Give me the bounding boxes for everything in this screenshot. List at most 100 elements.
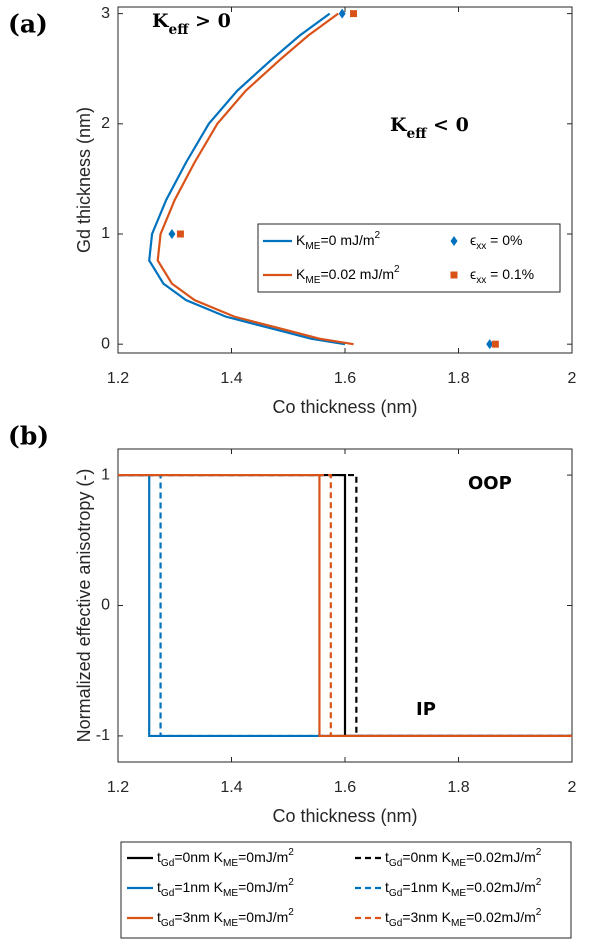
text-part: Gd — [389, 858, 402, 869]
legend-label: ϵxx = 0.1% — [470, 266, 534, 286]
x-axis-label: Co thickness (nm) — [272, 806, 417, 826]
text-part: ME — [305, 275, 320, 286]
point — [338, 8, 346, 19]
legend-label: tGd=1nm KME=0.02mJ/m2 — [385, 877, 542, 899]
y-tick-label: 0 — [101, 597, 110, 614]
text-part: 2 — [288, 847, 294, 858]
text-part: IP — [416, 699, 436, 720]
legend-label: tGd=0nm KME=0.02mJ/m2 — [385, 847, 542, 869]
y-tick-label: 1 — [101, 225, 110, 242]
y-tick-label: 1 — [101, 466, 110, 483]
legend-label: tGd=1nm KME=0mJ/m2 — [157, 877, 294, 899]
text-part: 2 — [536, 847, 542, 858]
text-part: OOP — [468, 473, 512, 494]
text-part: Gd — [389, 918, 402, 929]
text-part: 2 — [288, 877, 294, 888]
text-part: =0nm K — [174, 849, 223, 865]
legend-marker — [450, 271, 458, 279]
text-part: Gd — [161, 918, 174, 929]
series-line — [148, 12, 346, 346]
y-tick-label: 3 — [101, 5, 110, 22]
text-part: =0nm K — [402, 849, 451, 865]
text-part: 2 — [375, 230, 381, 241]
y-tick-label: 0 — [101, 335, 110, 352]
x-axis-label: Co thickness (nm) — [272, 397, 417, 417]
panel-label: (a) — [8, 10, 48, 39]
text-part: K — [152, 10, 170, 32]
annotation: Keff > 0 — [152, 10, 231, 38]
x-tick-label: 1.4 — [220, 779, 242, 796]
text-part: > 0 — [188, 10, 230, 32]
text-part: xx — [476, 275, 486, 286]
x-tick-label: 1.8 — [447, 779, 469, 796]
text-part: =0.02mJ/m — [466, 879, 536, 895]
text-part: eff — [407, 126, 428, 142]
text-part: =0 mJ/m — [320, 232, 374, 248]
text-part: =1nm K — [174, 879, 223, 895]
text-part: =0mJ/m — [238, 909, 288, 925]
x-tick-label: 2 — [568, 370, 577, 387]
text-part: =0mJ/m — [238, 879, 288, 895]
series-line — [118, 473, 572, 738]
legend-marker — [450, 236, 458, 246]
text-part: ϵ — [470, 266, 476, 282]
text-part: t — [385, 849, 389, 865]
text-part: t — [385, 879, 389, 895]
point — [350, 10, 358, 18]
legend-label: tGd=3nm KME=0mJ/m2 — [157, 907, 294, 929]
text-part: =1nm K — [402, 879, 451, 895]
y-tick-label: 2 — [101, 115, 110, 132]
text-part: =0.02mJ/m — [466, 849, 536, 865]
x-tick-label: 1.6 — [334, 779, 356, 796]
text-part: 2 — [536, 907, 542, 918]
legend-label: ϵxx = 0% — [470, 232, 522, 252]
plot-area — [117, 6, 573, 354]
text-part: ME — [451, 858, 466, 869]
x-tick-label: 1.6 — [334, 370, 356, 387]
text-part: < 0 — [426, 114, 468, 136]
text-part: ME — [451, 918, 466, 929]
legend-label: tGd=3nm KME=0.02mJ/m2 — [385, 907, 542, 929]
text-part: =3nm K — [402, 909, 451, 925]
text-part: Gd — [389, 888, 402, 899]
text-part: =0.02 mJ/m — [320, 266, 394, 282]
text-part: ME — [223, 888, 238, 899]
text-part: 2 — [288, 907, 294, 918]
legend-label: KME=0 mJ/m2 — [296, 230, 381, 252]
text-part: ME — [451, 888, 466, 899]
y-axis-label: Normalized effective anisotropy (-) — [74, 469, 94, 743]
text-part: K — [296, 266, 306, 282]
text-part: t — [157, 849, 161, 865]
text-part: t — [157, 879, 161, 895]
point — [491, 340, 499, 348]
legend-box — [120, 841, 572, 939]
text-part: t — [385, 909, 389, 925]
x-tick-label: 1.2 — [107, 779, 129, 796]
legend-label: KME=0.02 mJ/m2 — [296, 264, 400, 286]
series-line — [156, 12, 354, 346]
annotation: IP — [416, 699, 436, 720]
legend-label: tGd=0nm KME=0mJ/m2 — [157, 847, 294, 869]
text-part: Gd — [161, 858, 174, 869]
text-part: ME — [223, 858, 238, 869]
annotation: OOP — [468, 473, 512, 494]
text-part: =0mJ/m — [238, 849, 288, 865]
annotation: Keff < 0 — [390, 114, 469, 142]
legend-box — [257, 223, 561, 293]
y-tick-label: -1 — [96, 727, 110, 744]
text-part: ME — [223, 918, 238, 929]
point — [176, 230, 184, 238]
text-part: 2 — [394, 264, 400, 275]
text-part: eff — [169, 22, 190, 38]
y-axis-label: Gd thickness (nm) — [74, 107, 94, 253]
text-part: K — [390, 114, 408, 136]
text-part: ME — [305, 241, 320, 252]
text-part: ϵ — [470, 232, 476, 248]
x-tick-label: 2 — [568, 779, 577, 796]
text-part: Gd — [161, 888, 174, 899]
text-part: xx — [476, 241, 486, 252]
x-tick-label: 1.2 — [107, 370, 129, 387]
panel-label: (b) — [8, 422, 49, 451]
x-tick-label: 1.4 — [220, 370, 242, 387]
